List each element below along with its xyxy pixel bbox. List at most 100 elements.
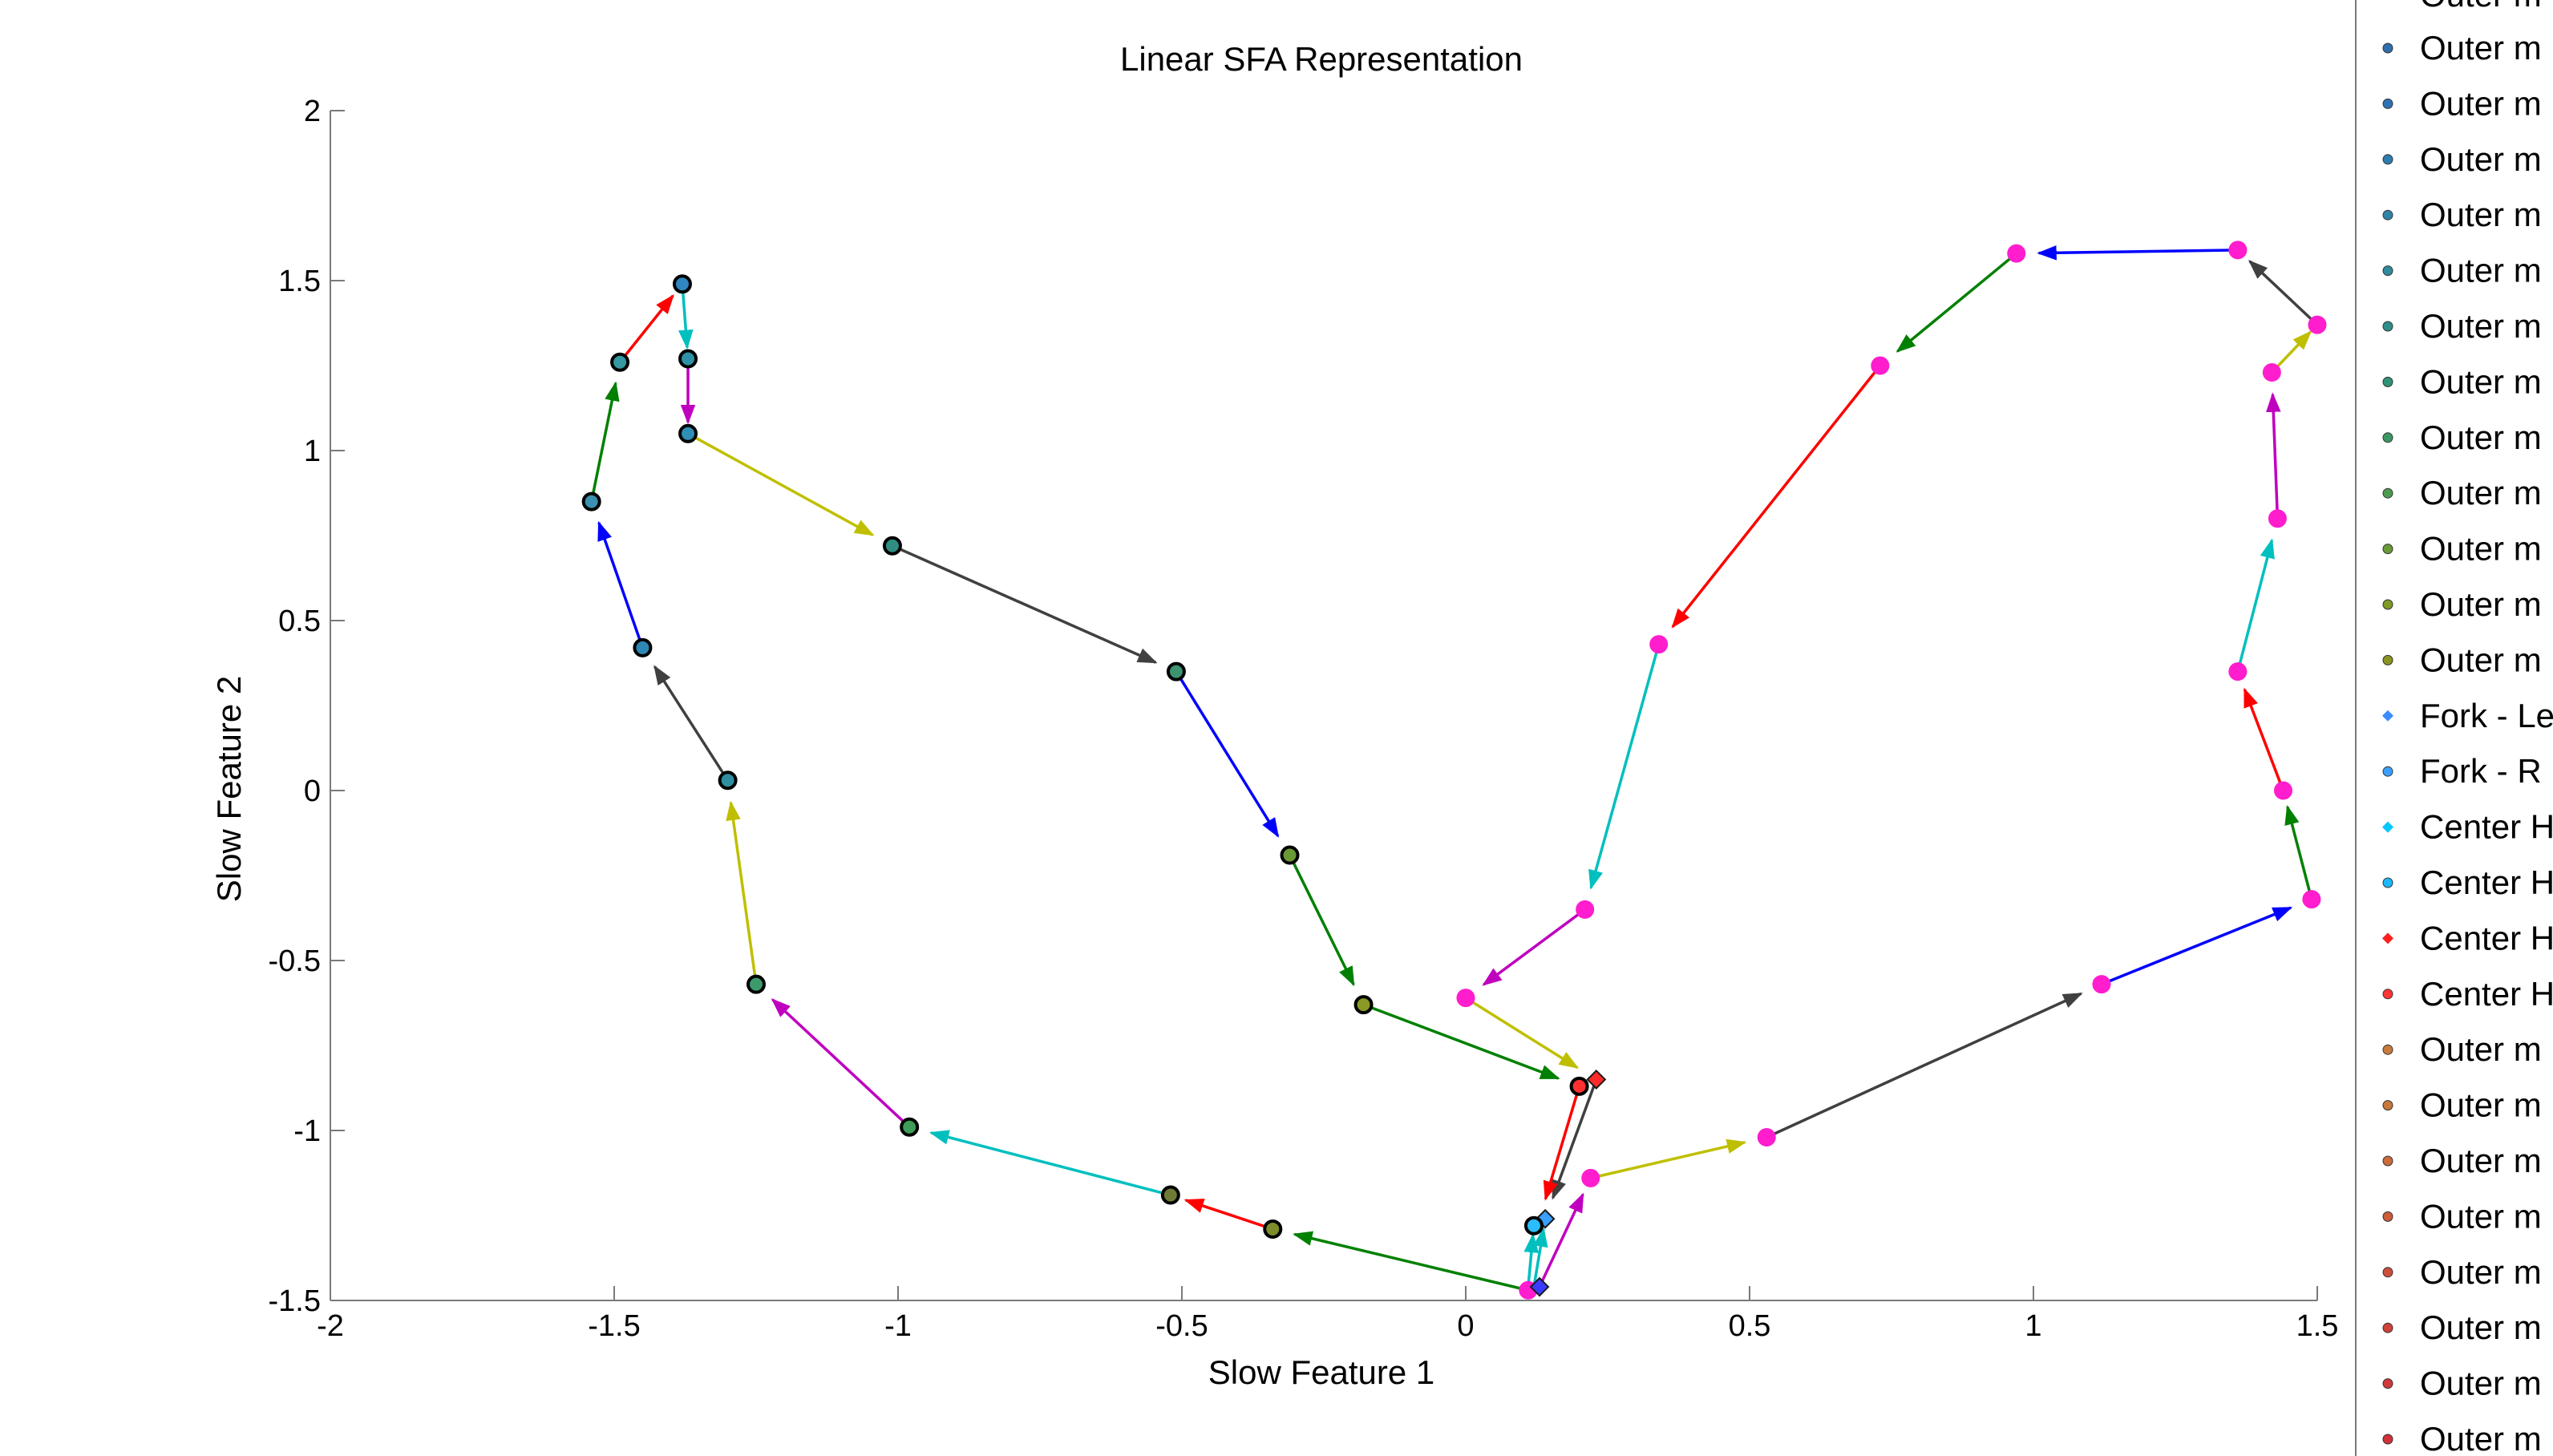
data-point — [2228, 662, 2248, 681]
trajectory-arrow — [1543, 1086, 1581, 1201]
legend-marker — [2382, 821, 2393, 833]
x-tick-label: -0.5 — [1155, 1309, 1208, 1343]
legend-clipped-label: Outer m — [2420, 0, 2542, 14]
legend-label: Fork - R — [2420, 752, 2542, 790]
data-point — [1581, 1168, 1600, 1187]
x-tick-label: 0.5 — [1729, 1309, 1771, 1343]
legend-label: Outer m — [2420, 1197, 2542, 1235]
y-tick-label: 1 — [304, 435, 321, 468]
trajectory-arrow — [726, 800, 758, 985]
legend-marker — [2382, 321, 2393, 332]
data-point — [882, 536, 902, 556]
legend-label: Outer m — [2420, 307, 2542, 345]
legend-marker — [2382, 766, 2393, 777]
legend-label: Center H — [2420, 975, 2553, 1013]
x-axis-label: Slow Feature 1 — [1208, 1353, 1434, 1391]
data-point — [900, 1117, 920, 1137]
trajectory-arrow — [1288, 854, 1355, 987]
data-point — [2308, 315, 2327, 334]
data-point — [2228, 241, 2248, 260]
axes — [330, 111, 2317, 1301]
y-tick-label: -1 — [293, 1114, 321, 1148]
legend-marker — [2382, 487, 2393, 499]
legend-marker — [2382, 599, 2393, 610]
legend-label: Outer m — [2420, 1086, 2542, 1124]
legend-marker — [2382, 1322, 2393, 1333]
legend-marker — [2382, 42, 2393, 54]
data-point — [1263, 1219, 1283, 1239]
data-point — [1576, 900, 1595, 919]
legend-label: Outer m — [2420, 641, 2542, 678]
trajectory-arrow — [618, 293, 674, 363]
legend-label: Outer m — [2420, 196, 2542, 233]
legend-marker — [2382, 432, 2393, 443]
trajectory-arrow — [1766, 992, 2083, 1139]
trajectory-arrow — [892, 544, 1158, 664]
data-point — [672, 274, 692, 294]
data-point — [2007, 244, 2026, 263]
data-point — [2274, 781, 2293, 800]
trajectory-arrow — [2037, 245, 2238, 261]
legend-marker — [2382, 209, 2393, 220]
trajectory-arrow — [1671, 364, 1882, 629]
trajectory-arrow — [1183, 1199, 1273, 1231]
legend-label: Center H — [2420, 919, 2553, 957]
trajectory-arrow — [653, 665, 730, 782]
legend-marker — [2382, 932, 2393, 944]
legend-marker — [2382, 544, 2393, 555]
data-point — [1586, 1069, 1607, 1090]
y-tick-label: 1.5 — [278, 265, 321, 298]
legend-marker — [2382, 1044, 2393, 1055]
legend: Outer m Outer m Outer m Outer m Outer m Outer… — [2355, 0, 2553, 1456]
legend-marker — [2382, 1211, 2393, 1222]
legend-marker — [2382, 1434, 2393, 1445]
legend-marker — [2382, 877, 2393, 888]
legend-label: Outer m — [2420, 474, 2542, 512]
plot-area: -2 -1.5 -1 -0.5 0 0.5 1 1.5-1.5-1-0.500.511.52 — [269, 95, 2339, 1343]
legend-marker — [2382, 376, 2393, 387]
legend-label: Outer m — [2420, 252, 2542, 289]
legend-label: Outer m — [2420, 140, 2542, 178]
legend-marker — [2382, 1378, 2393, 1389]
data-point — [2268, 509, 2287, 528]
data-point — [1757, 1127, 1776, 1147]
x-tick-label: 0 — [1457, 1309, 1474, 1343]
data-point — [1523, 1215, 1544, 1236]
trajectory-arrow — [1588, 644, 1661, 890]
data-point — [581, 491, 601, 512]
legend-marker — [2382, 710, 2393, 722]
trajectory-arrow — [1465, 997, 1580, 1070]
y-tick-label: 0 — [304, 775, 321, 808]
legend-label: Outer m — [2420, 1030, 2542, 1068]
legend-label: Outer m — [2420, 585, 2542, 623]
trajectory-arrow — [1896, 252, 2017, 353]
trajectory-arrow — [2248, 260, 2319, 326]
trajectory-arrow — [1532, 1227, 1548, 1288]
axis-ticks: -2 -1.5 -1 -0.5 0 0.5 1 1.5-1.5-1-0.500.511.52 — [269, 95, 2339, 1343]
data-point — [678, 349, 698, 369]
legend-marker — [2382, 1267, 2393, 1278]
legend-label: Outer m — [2420, 1420, 2542, 1456]
trajectory-arrow — [1293, 1231, 1529, 1292]
trajectory-arrows — [589, 245, 2319, 1292]
x-tick-label: -1.5 — [588, 1309, 640, 1343]
trajectory-arrow — [2236, 538, 2275, 673]
data-point — [1280, 845, 1300, 865]
trajectory-arrow — [2284, 804, 2313, 900]
trajectory-arrow — [1538, 1192, 1584, 1288]
trajectory-arrow — [1523, 1232, 1539, 1288]
trajectory-points — [581, 241, 2327, 1300]
legend-label: Outer m — [2420, 1308, 2542, 1346]
y-tick-label: -1.5 — [269, 1284, 321, 1318]
trajectory-arrow — [597, 520, 645, 649]
trajectory-arrow — [589, 381, 620, 502]
data-point — [610, 352, 630, 372]
trajectory-arrow — [1175, 670, 1280, 838]
trajectory-arrow — [678, 284, 694, 350]
x-tick-label: 1.5 — [2296, 1309, 2339, 1343]
legend-label: Outer m — [2420, 530, 2542, 568]
trajectory-arrow — [1362, 1003, 1560, 1080]
data-point — [678, 423, 698, 443]
y-tick-label: 0.5 — [278, 605, 321, 638]
